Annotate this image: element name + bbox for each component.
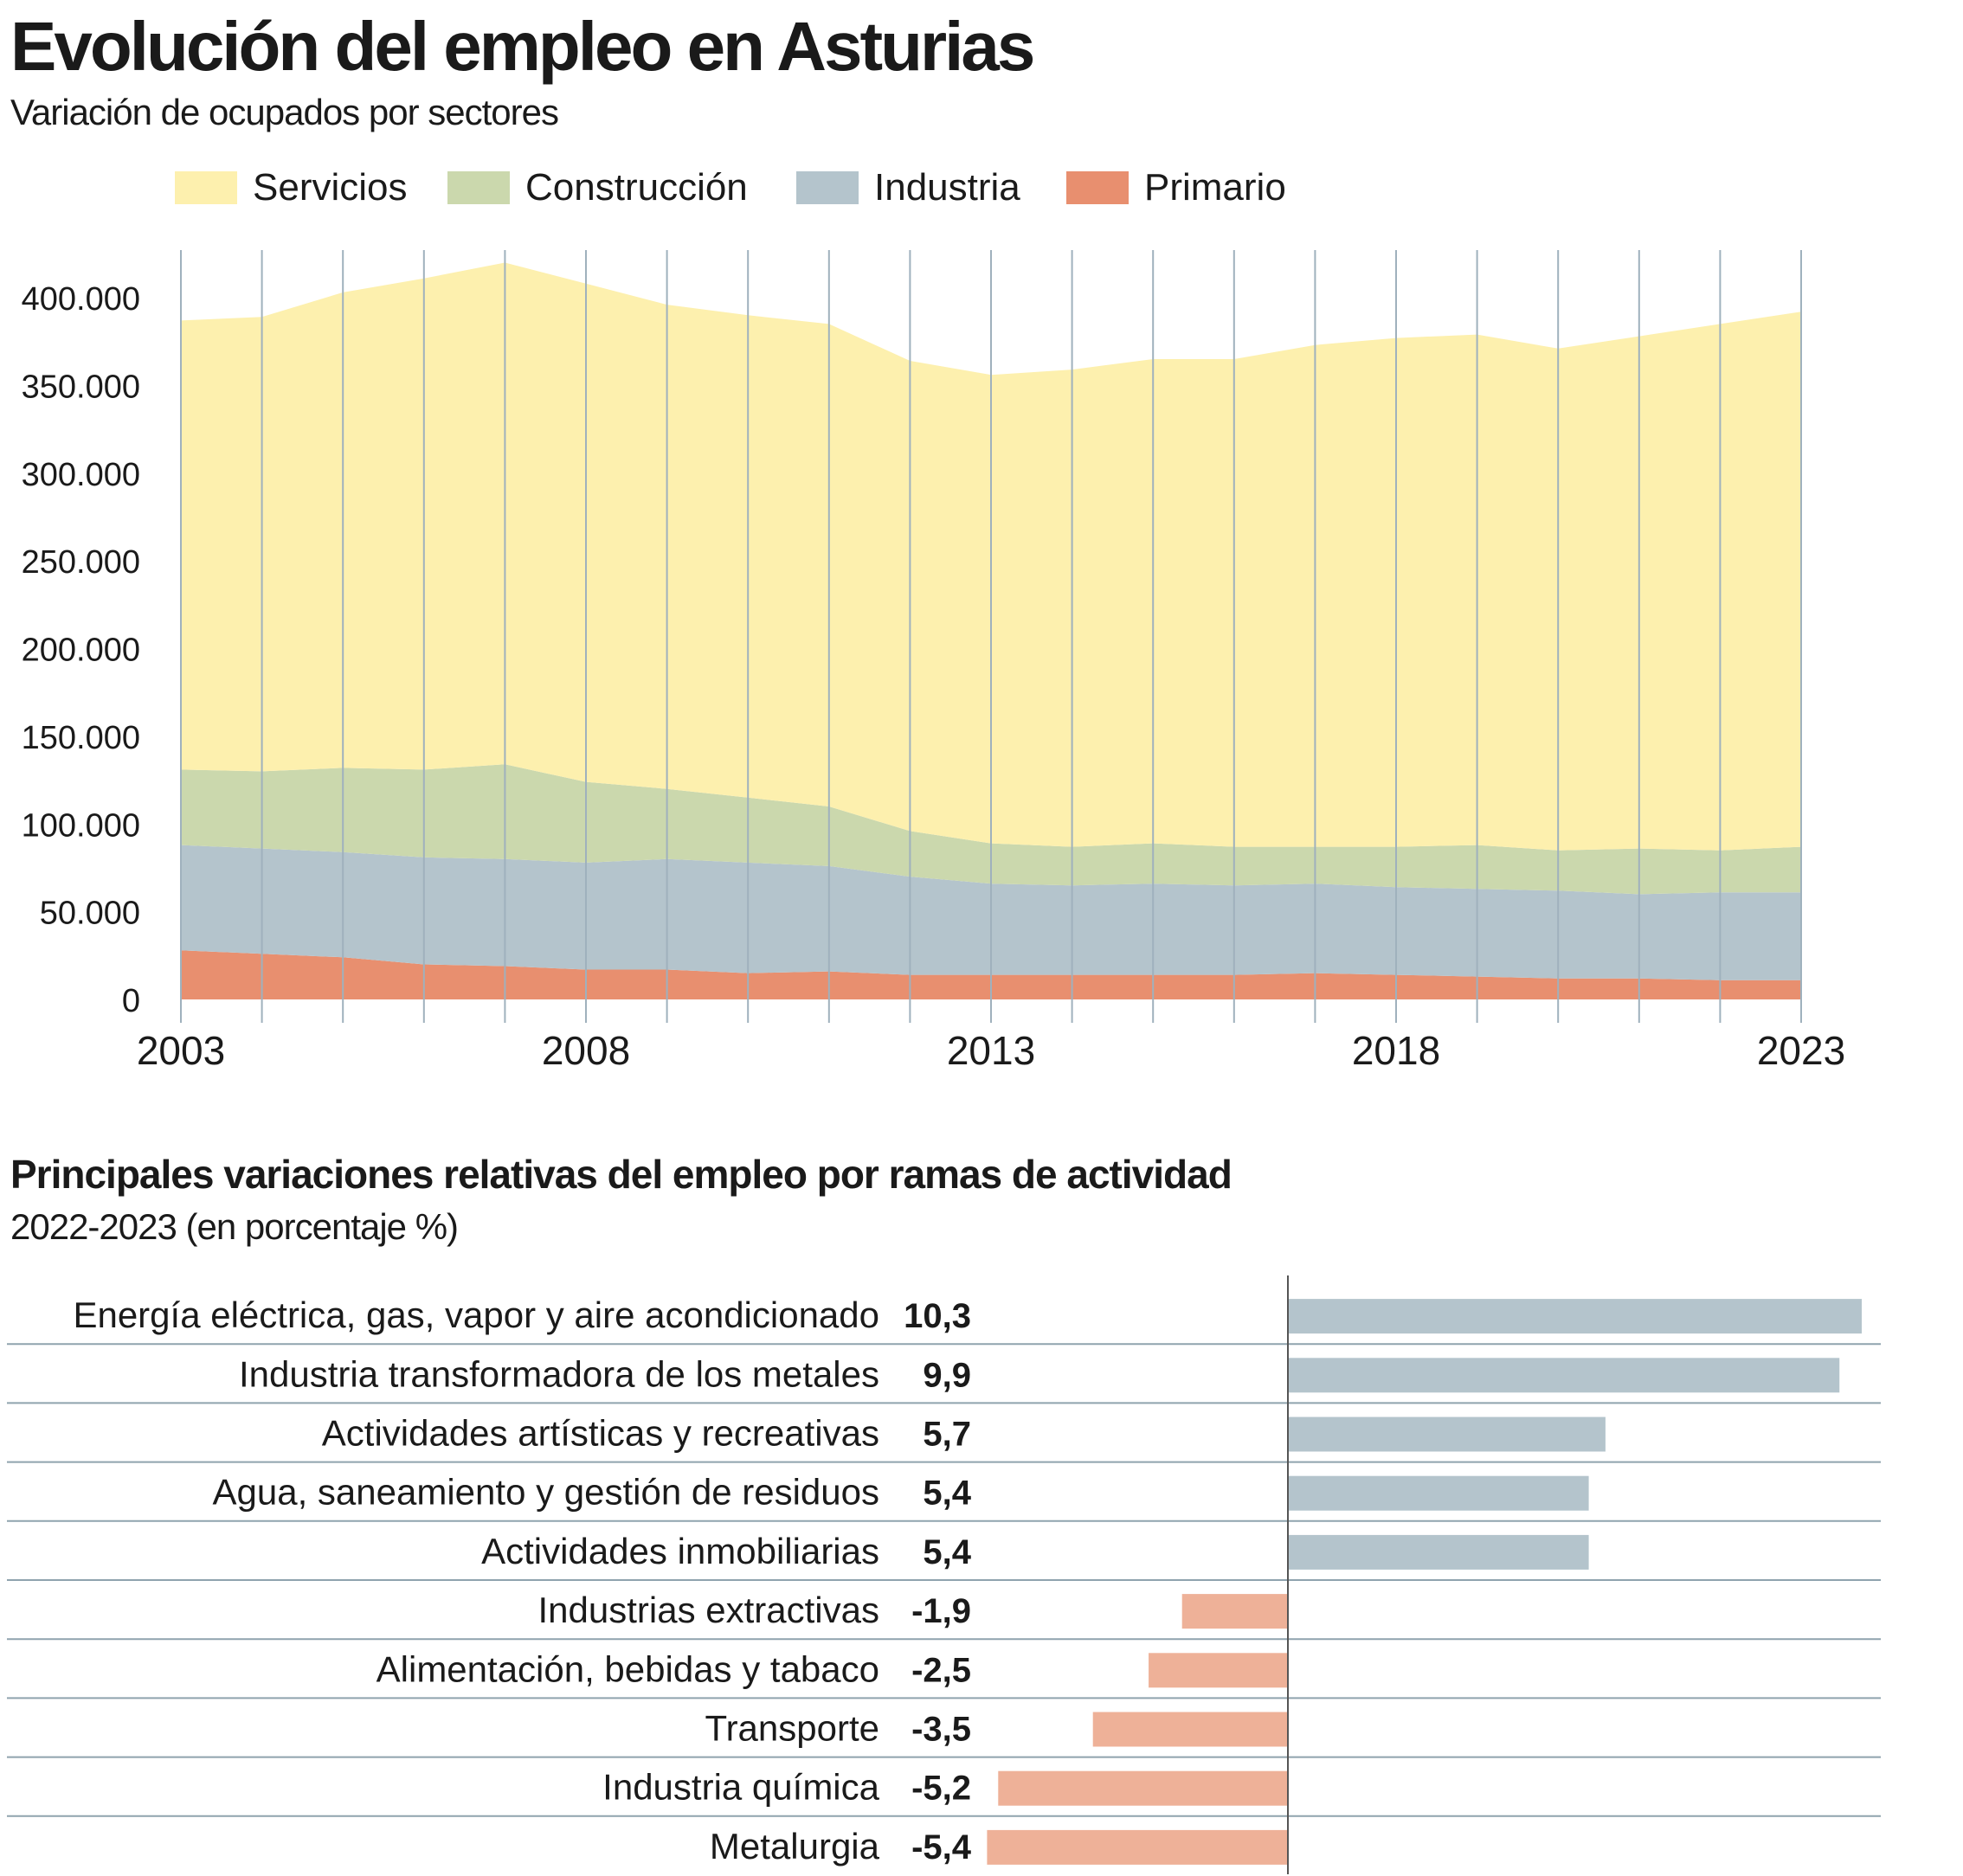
bar-category-label: Alimentación, bebidas y tabaco [377,1648,879,1689]
bar-value-label: 5,7 [923,1416,971,1454]
bar-value-label: 5,4 [923,1474,971,1513]
bar-category-label: Actividades inmobiliarias [481,1531,879,1571]
bar [1288,1299,1862,1334]
legend-label: Industria [874,166,1020,209]
bar-value-label: 5,4 [923,1533,971,1571]
x-tick-label: 2018 [1352,1028,1440,1073]
bar-row: Alimentación, bebidas y tabaco -2,5 [7,1648,1881,1699]
bar [1288,1417,1606,1452]
y-tick-label: 0 [122,983,140,1019]
bar-category-label: Industria transformadora de los metales [239,1353,879,1394]
bar-category-label: Industrias extractivas [538,1590,880,1630]
bar [987,1829,1288,1865]
y-tick-label: 200.000 [22,633,140,669]
bar-category-label: Industria química [602,1767,879,1808]
bar-category-label: Metalurgia [710,1826,880,1866]
bar-row: Actividades artísticas y recreativas 5,7 [7,1413,1881,1463]
bar-value-label: 9,9 [923,1356,971,1394]
legend-swatch [1066,171,1129,204]
bar [1092,1712,1288,1747]
legend-swatch [175,171,237,204]
chart-subtitle: Variación de ocupados por sectores [10,92,559,132]
y-tick-label: 50.000 [40,896,140,932]
legend-label: Servicios [253,166,408,209]
legend-item-construccion: Construcción [447,166,748,209]
y-tick-label: 100.000 [22,807,140,844]
bar-category-label: Energía eléctrica, gas, vapor y aire aco… [73,1295,879,1335]
x-tick-label: 2023 [1757,1028,1845,1073]
bar-row: Industria transformadora de los metales 9… [7,1353,1881,1404]
y-tick-label: 350.000 [22,369,140,405]
legend-swatch [796,171,859,204]
bar-chart-title: Principales variaciones relativas del em… [10,1152,1233,1197]
y-tick-label: 250.000 [22,544,140,581]
bar-row: Actividades inmobiliarias 5,4 [7,1531,1881,1581]
bar [998,1770,1288,1806]
legend-item-primario: Primario [1066,166,1286,209]
bar-category-label: Transporte [705,1708,879,1749]
bar-value-label: -2,5 [911,1651,971,1689]
bar-chart-subtitle: 2022-2023 (en porcentaje %) [10,1206,459,1247]
legend-swatch [447,171,510,204]
bar [1288,1475,1589,1511]
bar-value-label: -5,4 [911,1828,972,1866]
x-tick-label: 2013 [947,1028,1035,1073]
bar-value-label: -3,5 [911,1711,971,1749]
legend-label: Primario [1144,166,1286,209]
bar-value-label: -1,9 [911,1592,971,1630]
bar-row: Industrias extractivas -1,9 [7,1590,1881,1641]
y-tick-label: 150.000 [22,720,140,756]
horizontal-bar-chart: Energía eléctrica, gas, vapor y aire aco… [7,1275,1881,1874]
chart-title: Evolución del empleo en Asturias [10,8,1035,85]
bar [1149,1653,1288,1688]
bar-row: Agua, saneamiento y gestión de residuos 5… [7,1472,1881,1522]
legend-label: Construcción [525,166,748,209]
bar-value-label: 10,3 [904,1297,971,1335]
bar [1288,1534,1589,1570]
bar [1181,1594,1288,1629]
bar-row: Energía eléctrica, gas, vapor y aire aco… [7,1295,1881,1346]
x-tick-label: 2003 [137,1028,225,1073]
y-tick-label: 400.000 [22,281,140,318]
bar-row: Industria química -5,2 [7,1767,1881,1817]
stacked-area-chart: 0 50.000 100.000 150.000 200.000 250.000 300.0… [22,250,1845,1073]
bar [1288,1358,1840,1393]
legend-item-industria: Industria [796,166,1020,209]
bar-row: Transporte -3,5 [7,1708,1881,1758]
x-tick-label: 2008 [542,1028,630,1073]
y-tick-label: 300.000 [22,457,140,493]
legend-item-servicios: Servicios [175,166,408,209]
bar-row: Metalurgia -5,4 [710,1826,1288,1866]
bar-category-label: Agua, saneamiento y gestión de residuos [213,1472,880,1513]
bar-value-label: -5,2 [911,1770,971,1808]
bar-category-label: Actividades artísticas y recreativas [322,1413,879,1454]
